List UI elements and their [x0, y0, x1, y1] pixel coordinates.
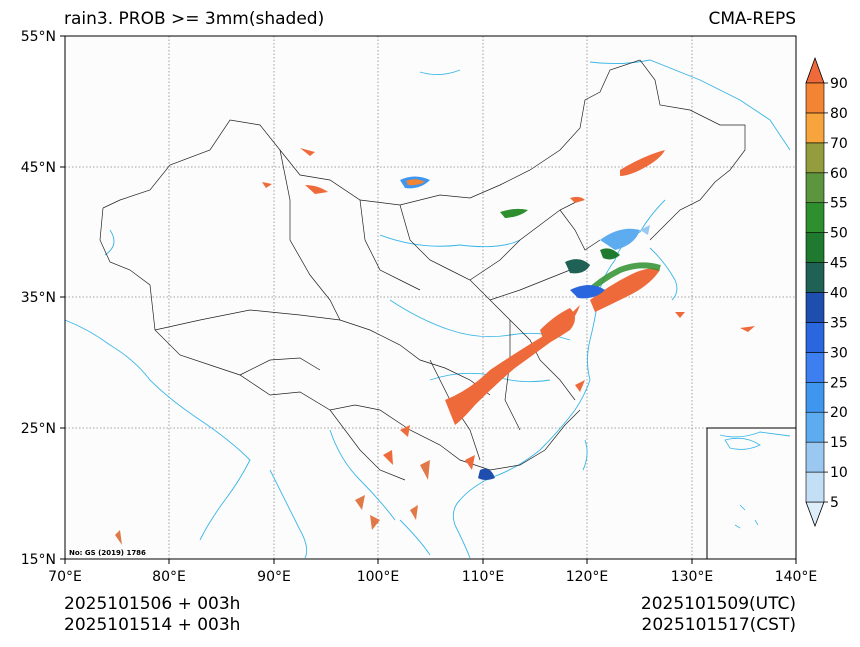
- colorbar-label: 70: [830, 136, 848, 152]
- colorbar-label: 55: [830, 196, 848, 212]
- lat-label: 25°N: [21, 421, 56, 437]
- colorbar-label: 45: [830, 256, 848, 272]
- colorbar-segment: [805, 82, 825, 114]
- colorbar-segment: [805, 262, 825, 293]
- colorbar-label: 50: [830, 226, 848, 242]
- map-note: No: GS (2019) 1786: [69, 549, 146, 557]
- valid-time-utc: 2025101509(UTC): [640, 594, 796, 614]
- colorbar-label: 20: [830, 405, 848, 421]
- lon-label: 70°E: [48, 569, 82, 585]
- lon-label: 90°E: [257, 569, 291, 585]
- lat-label: 35°N: [21, 290, 56, 306]
- model-name: CMA-REPS: [708, 9, 796, 29]
- colorbar-label: 90: [830, 76, 848, 92]
- colorbar-extension-high: [805, 56, 825, 84]
- colorbar-segment: [805, 441, 825, 473]
- colorbar-segment: [805, 292, 825, 323]
- colorbar-segment: [805, 381, 825, 413]
- colorbar-segment: [805, 352, 825, 383]
- colorbar-segment: [805, 232, 825, 263]
- colorbar-segment: [805, 202, 825, 233]
- colorbar-label: 80: [830, 106, 848, 122]
- colorbar-label: 25: [830, 375, 848, 391]
- colorbar-segment: [805, 411, 825, 443]
- valid-time-cst: 2025101517(CST): [641, 615, 796, 635]
- lon-label: 140°E: [775, 569, 818, 585]
- lon-label: 110°E: [462, 569, 505, 585]
- precip-shading: [115, 148, 755, 545]
- lon-label: 80°E: [152, 569, 186, 585]
- axis-ticks: [60, 35, 797, 564]
- colorbar: 5 10 15 20 25 30 35 40 45 50 55 60 70 80 90: [805, 56, 848, 528]
- colorbar-label: 40: [830, 286, 848, 302]
- latitude-labels: 55°N 45°N 35°N 25°N 15°N: [21, 29, 56, 568]
- borders: [99, 59, 746, 481]
- colorbar-segment: [805, 142, 825, 174]
- lat-label: 55°N: [21, 29, 56, 45]
- init-time-line-2: 2025101514 + 003h: [64, 615, 241, 635]
- colorbar-label: 15: [830, 435, 848, 451]
- colorbar-label: 5: [830, 495, 839, 511]
- colorbar-segment: [805, 322, 825, 353]
- colorbar-label: 30: [830, 345, 848, 361]
- map-title: rain3. PROB >= 3mm(shaded): [64, 9, 325, 29]
- colorbar-label: 35: [830, 315, 848, 331]
- colorbar-extension-low: [805, 501, 825, 528]
- init-time-line-1: 2025101506 + 003h: [64, 594, 241, 614]
- longitude-labels: 70°E 80°E 90°E 100°E 110°E 120°E 130°E 1…: [48, 569, 817, 585]
- colorbar-segment: [805, 172, 825, 204]
- lon-label: 130°E: [671, 569, 714, 585]
- coastlines: [64, 59, 791, 559]
- lon-label: 120°E: [566, 569, 609, 585]
- lat-label: 15°N: [21, 552, 56, 568]
- map-background: [65, 36, 796, 559]
- colorbar-label: 10: [830, 465, 848, 481]
- lon-label: 100°E: [357, 569, 400, 585]
- colorbar-segment: [805, 471, 825, 503]
- colorbar-segment: [805, 112, 825, 144]
- colorbar-label: 60: [830, 166, 848, 182]
- lat-label: 45°N: [21, 160, 56, 176]
